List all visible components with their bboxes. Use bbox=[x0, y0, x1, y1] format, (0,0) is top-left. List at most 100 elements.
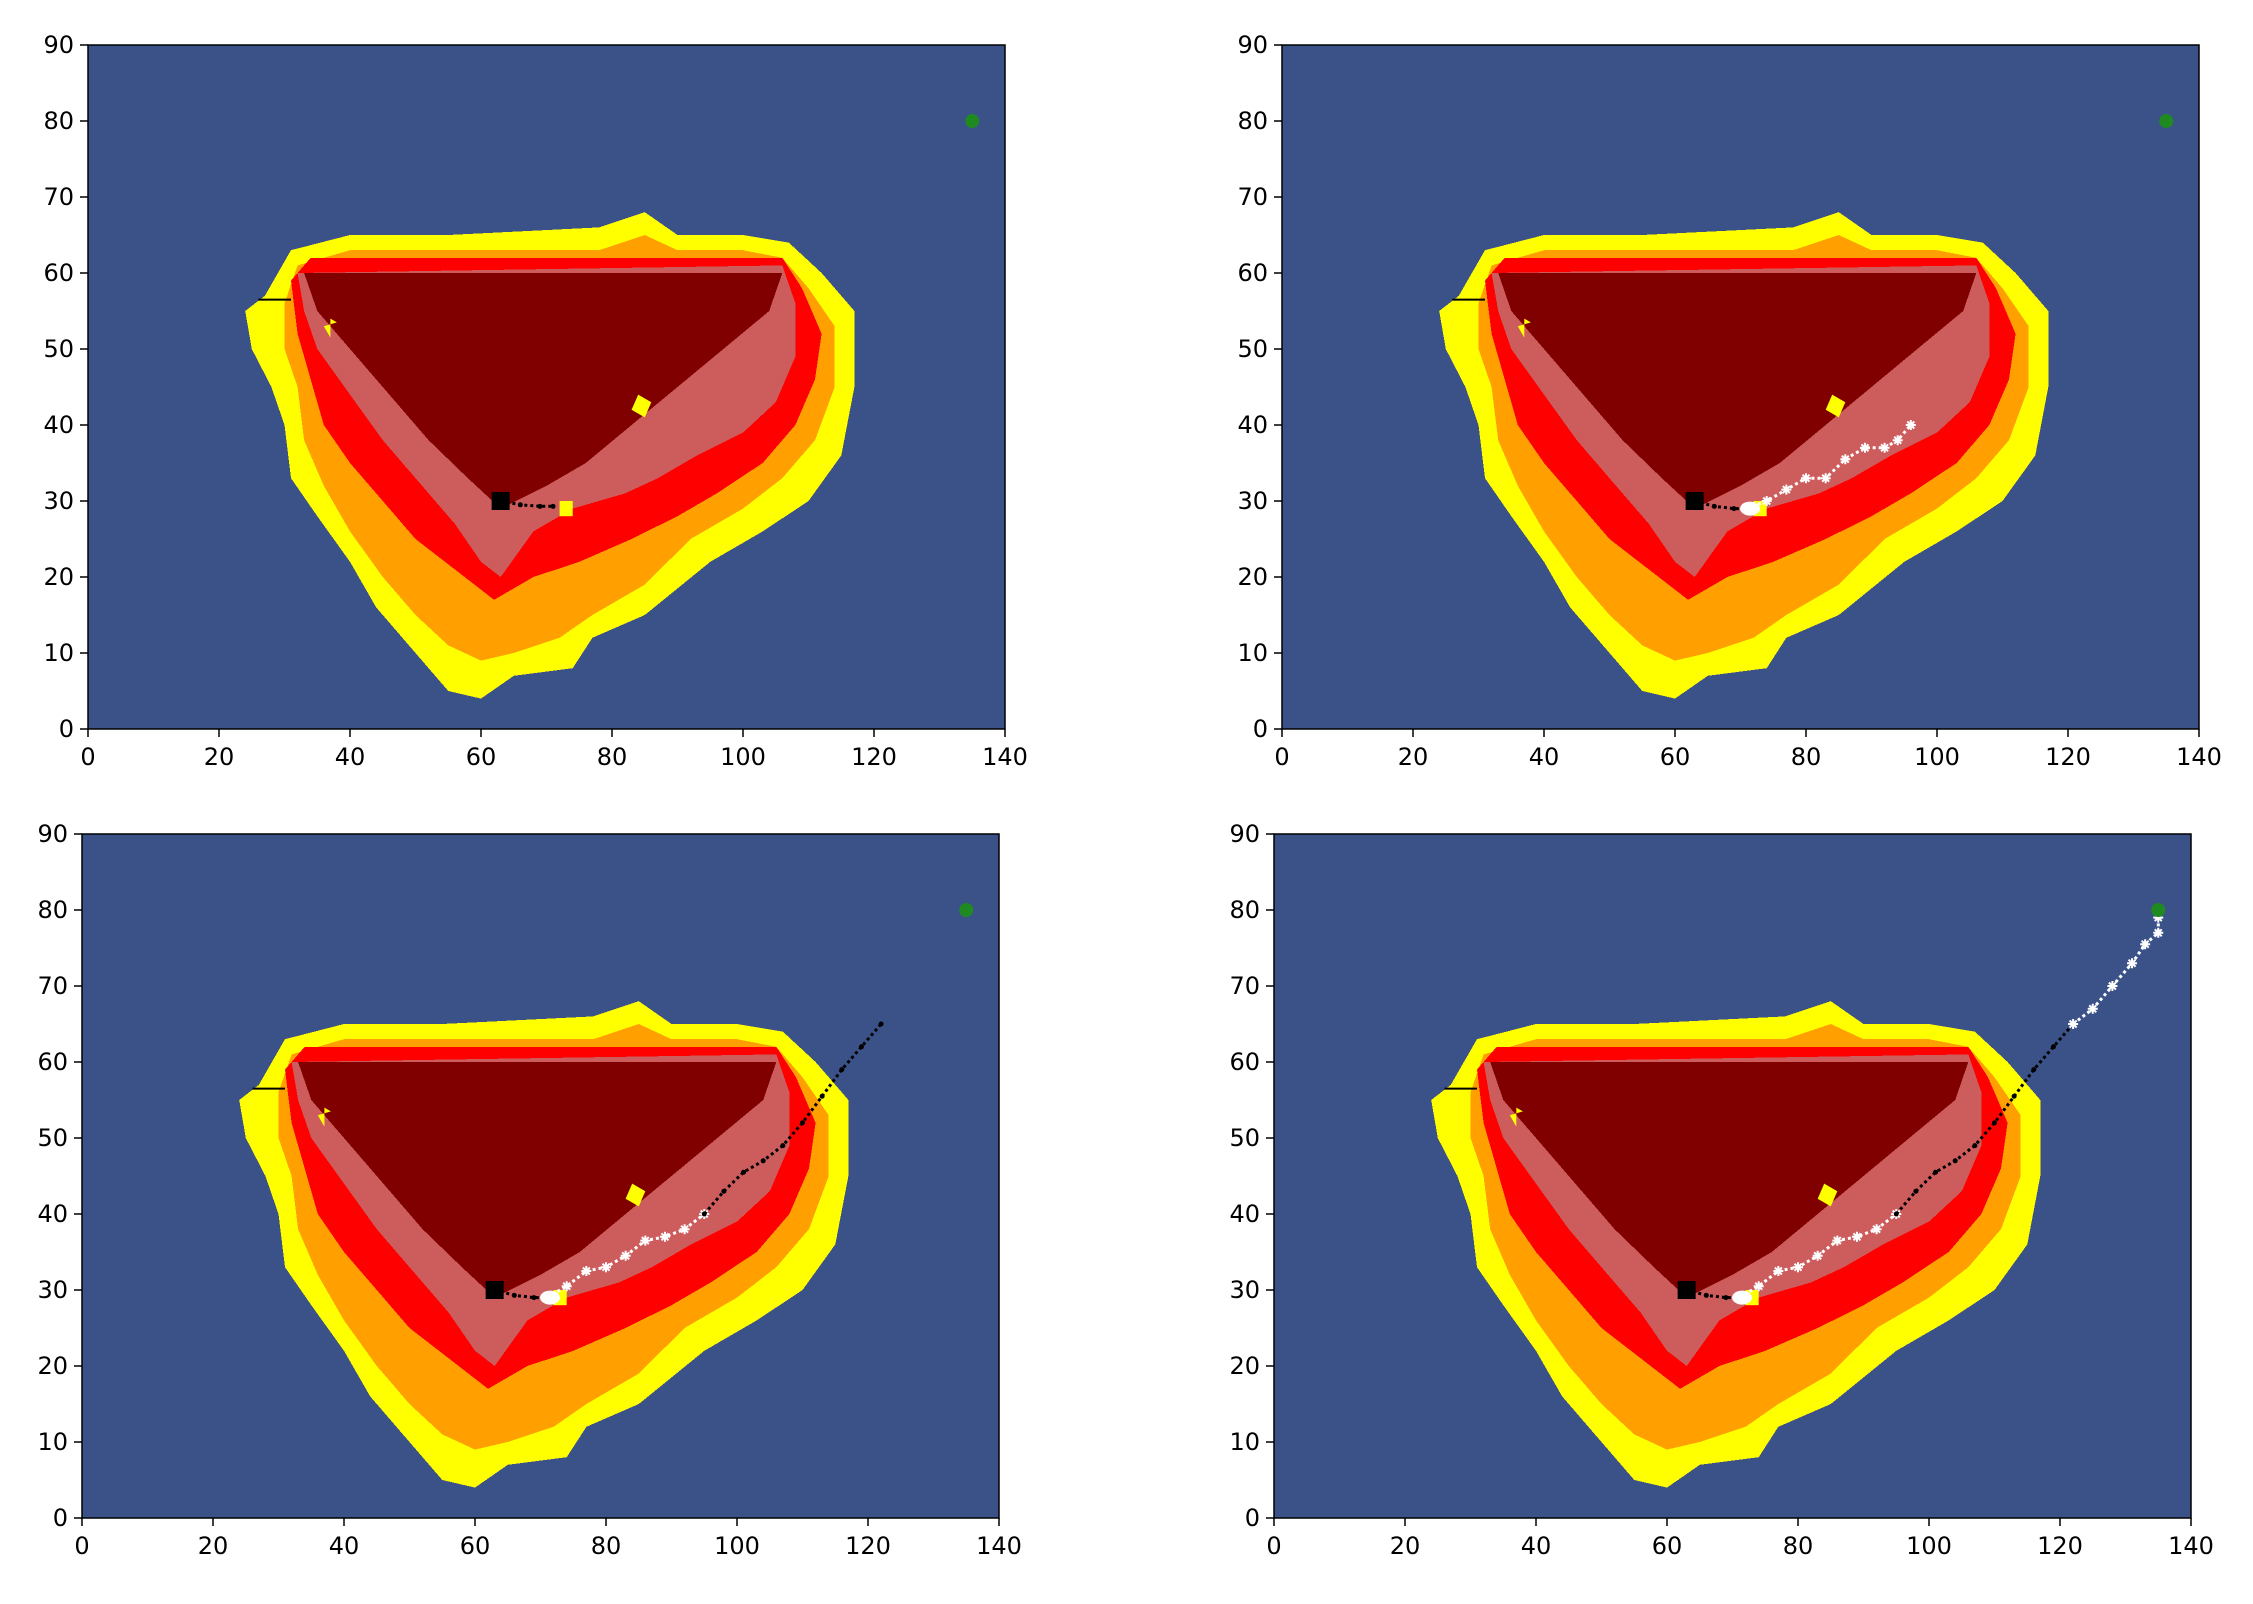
start-marker bbox=[485, 1281, 504, 1299]
projected-path-point bbox=[839, 1067, 845, 1073]
axes-frame bbox=[87, 44, 1006, 730]
projected-path-point bbox=[1952, 1158, 1958, 1164]
hazard-zone-maroon bbox=[1490, 1062, 1969, 1298]
hazard-speck-0 bbox=[1517, 318, 1531, 338]
planned-path-point bbox=[1859, 442, 1870, 453]
projected-path-point bbox=[760, 1158, 766, 1164]
y-tick-label: 30 bbox=[1237, 487, 1268, 515]
plot-area bbox=[1431, 903, 2166, 1488]
planned-path-point bbox=[1879, 442, 1890, 453]
traversed-path-point bbox=[550, 503, 556, 509]
projected-path-point bbox=[1933, 1169, 1939, 1175]
final-path-point bbox=[2140, 939, 2151, 950]
y-tick-label: 30 bbox=[43, 487, 74, 515]
y-tick-label: 30 bbox=[37, 1276, 68, 1304]
hazard-speck-0 bbox=[1509, 1107, 1523, 1127]
traversed-path-point bbox=[517, 502, 523, 508]
traversed-path-point bbox=[1703, 1292, 1709, 1298]
x-tick-label: 140 bbox=[2168, 1532, 2214, 1560]
hazard-zone-maroon bbox=[1498, 273, 1977, 509]
planned-path-point bbox=[679, 1224, 690, 1235]
start-marker bbox=[491, 492, 510, 510]
path-handoff-marker bbox=[1740, 501, 1761, 516]
x-tick-label: 80 bbox=[1791, 743, 1822, 771]
planned-path-point bbox=[561, 1281, 572, 1292]
y-tick-label: 30 bbox=[1229, 1276, 1260, 1304]
subplot-bottom-left: 0 20 40 60 80 100 120 140 0 10 20 30 40 50 60 70 80 90 bbox=[37, 820, 1021, 1560]
y-tick-label: 70 bbox=[1237, 183, 1268, 211]
y-tick-label: 60 bbox=[37, 1048, 68, 1076]
planned-path-point bbox=[1812, 1250, 1823, 1261]
planned-path-point bbox=[581, 1266, 592, 1276]
subplot-top-right: 0 20 40 60 80 100 120 140 0 10 20 30 40 50 60 70 80 90 bbox=[1237, 31, 2221, 771]
traversed-path-point bbox=[1731, 506, 1737, 512]
projected-path-point bbox=[1972, 1143, 1978, 1149]
traversed-path-point bbox=[531, 1295, 537, 1301]
planned-path-point bbox=[1892, 435, 1903, 446]
final-path-point bbox=[2107, 981, 2118, 991]
x-tick-label: 20 bbox=[204, 743, 235, 771]
traversed-path bbox=[1694, 499, 1747, 511]
x-tick-label: 120 bbox=[845, 1532, 891, 1560]
y-tick-label: 50 bbox=[1237, 335, 1268, 363]
final-path-point bbox=[2127, 958, 2138, 969]
planned-path-point bbox=[1781, 484, 1792, 495]
x-tick-label: 0 bbox=[1274, 743, 1289, 771]
y-tick-label: 70 bbox=[37, 972, 68, 1000]
projected-path bbox=[1895, 1023, 2075, 1215]
planned-path-point bbox=[1851, 1231, 1862, 1242]
axes-frame bbox=[81, 833, 1000, 1519]
y-tick-label: 70 bbox=[43, 183, 74, 211]
goal-marker bbox=[965, 114, 980, 128]
traversed-path-point bbox=[537, 503, 543, 509]
hazard-speck-2 bbox=[559, 501, 573, 517]
hazard-speck-0 bbox=[323, 318, 337, 338]
planned-path-point bbox=[1871, 1224, 1882, 1235]
y-tick-label: 60 bbox=[1229, 1048, 1260, 1076]
x-tick-label: 20 bbox=[1398, 743, 1429, 771]
x-tick-label: 100 bbox=[714, 1532, 760, 1560]
planned-path bbox=[1746, 424, 1912, 510]
final-path-point bbox=[2087, 1003, 2098, 1014]
x-tick-label: 80 bbox=[597, 743, 628, 771]
projected-path-point bbox=[2011, 1093, 2017, 1099]
y-tick-label: 20 bbox=[1237, 563, 1268, 591]
start-marker bbox=[1677, 1281, 1696, 1299]
traversed-path-point bbox=[511, 1292, 517, 1298]
traversed-path bbox=[494, 1288, 547, 1300]
y-tick-label: 20 bbox=[37, 1352, 68, 1380]
hazard-speck-0 bbox=[317, 1107, 331, 1127]
path-handoff-marker bbox=[1732, 1290, 1753, 1305]
y-tick-label: 40 bbox=[1237, 411, 1268, 439]
x-tick-label: 140 bbox=[982, 743, 1028, 771]
x-tick-label: 100 bbox=[1914, 743, 1960, 771]
y-tick-label: 50 bbox=[1229, 1124, 1260, 1152]
plot-area bbox=[1439, 114, 2174, 699]
x-tick-label: 40 bbox=[1529, 743, 1560, 771]
x-tick-label: 0 bbox=[80, 743, 95, 771]
planned-path-point bbox=[1905, 420, 1916, 430]
y-tick-label: 70 bbox=[1229, 972, 1260, 1000]
projected-path-point bbox=[878, 1021, 884, 1027]
y-tick-label: 0 bbox=[59, 715, 74, 743]
subplot-top-left: 0 20 40 60 80 100 120 140 0 10 20 30 40 50 60 70 80 90 bbox=[43, 31, 1027, 771]
x-tick-label: 40 bbox=[1521, 1532, 1552, 1560]
x-tick-label: 40 bbox=[335, 743, 366, 771]
projected-path-point bbox=[701, 1211, 707, 1217]
projected-path-point bbox=[858, 1044, 864, 1050]
y-tick-label: 0 bbox=[53, 1504, 68, 1532]
planned-path-point bbox=[1820, 473, 1831, 484]
y-tick-label: 50 bbox=[37, 1124, 68, 1152]
goal-marker bbox=[2159, 114, 2174, 128]
final-path-point bbox=[2153, 927, 2164, 938]
y-tick-label: 0 bbox=[1245, 1504, 1260, 1532]
x-tick-label: 0 bbox=[1266, 1532, 1281, 1560]
projected-path-point bbox=[741, 1169, 747, 1175]
x-tick-label: 20 bbox=[1390, 1532, 1421, 1560]
projected-path-point bbox=[819, 1093, 825, 1099]
x-tick-label: 80 bbox=[1783, 1532, 1814, 1560]
projected-path-point bbox=[2031, 1067, 2037, 1073]
planned-path-point bbox=[1832, 1235, 1843, 1246]
x-tick-label: 140 bbox=[976, 1532, 1022, 1560]
projected-path-point bbox=[1913, 1188, 1919, 1194]
